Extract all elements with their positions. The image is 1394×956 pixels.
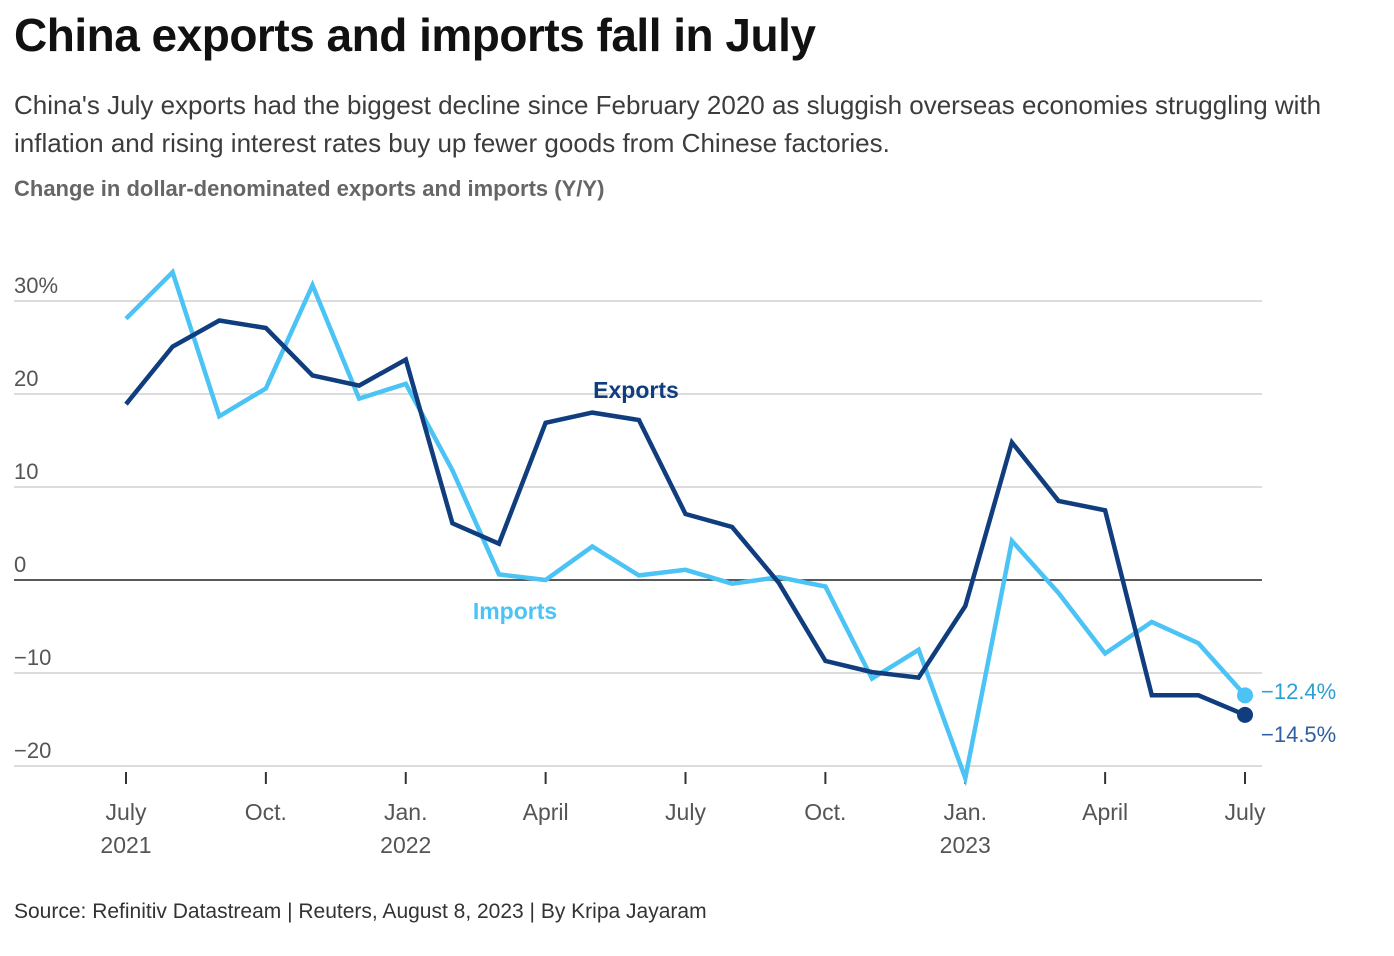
imports-line (124, 268, 1247, 787)
x-tick-label: Oct. (245, 799, 287, 825)
x-tick-label: Oct. (804, 799, 846, 825)
x-tick-label: Jan. (944, 799, 987, 825)
exports-series-label: Exports (593, 377, 679, 403)
x-tick-label: April (523, 799, 569, 825)
chart-title: China exports and imports fall in July (14, 9, 816, 61)
y-tick-label: 0 (14, 552, 26, 577)
imports-end-label: −12.4% (1261, 679, 1336, 704)
y-tick-label: 20 (14, 366, 38, 391)
imports-series-label: Imports (473, 598, 557, 624)
imports-end-marker (1237, 687, 1253, 704)
exports-line (124, 318, 1246, 717)
chart-caption: Change in dollar-denominated exports and… (14, 176, 605, 201)
source-note: Source: Refinitiv Datastream | Reuters, … (14, 900, 707, 923)
y-tick-label: −10 (14, 645, 51, 670)
x-tick-label: Jan. (384, 799, 427, 825)
y-tick-label: −20 (14, 738, 51, 763)
chart-subtitle: China's July exports had the biggest dec… (14, 90, 1322, 158)
x-tick-label: July (106, 799, 147, 825)
line-chart: 30% 20 10 0 −10 −20 July 2021 Oct. Jan. 2022 April J… (14, 268, 1336, 858)
x-tick-year-label: 2023 (940, 832, 991, 858)
x-tick-label: July (665, 799, 706, 825)
exports-end-marker (1237, 706, 1253, 723)
x-tick-year-label: 2022 (380, 832, 431, 858)
x-tick-label: April (1082, 799, 1128, 825)
x-tick-year-label: 2021 (100, 832, 151, 858)
x-tick-label: July (1225, 799, 1266, 825)
y-tick-label: 10 (14, 459, 38, 484)
y-tick-label: 30% (14, 273, 58, 298)
exports-end-label: −14.5% (1261, 722, 1336, 747)
